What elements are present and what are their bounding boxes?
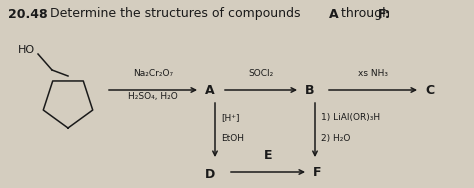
Text: [H⁺]: [H⁺] <box>221 113 239 122</box>
Text: E: E <box>264 149 272 162</box>
Text: Determine the structures of compounds: Determine the structures of compounds <box>50 8 304 20</box>
Text: A: A <box>205 83 215 96</box>
Text: H₂SO₄, H₂O: H₂SO₄, H₂O <box>128 92 178 101</box>
Text: 20.48: 20.48 <box>8 8 47 20</box>
Text: 1) LiAl(OR)₃H: 1) LiAl(OR)₃H <box>321 113 380 122</box>
Text: C: C <box>425 83 434 96</box>
Text: through: through <box>337 8 394 20</box>
Text: D: D <box>205 168 215 181</box>
Text: xs NH₃: xs NH₃ <box>358 69 388 78</box>
Text: F:: F: <box>378 8 391 20</box>
Text: HO: HO <box>18 45 35 55</box>
Text: 2) H₂O: 2) H₂O <box>321 134 350 143</box>
Text: EtOH: EtOH <box>221 134 244 143</box>
Text: SOCl₂: SOCl₂ <box>248 69 273 78</box>
Text: B: B <box>305 83 315 96</box>
Text: F: F <box>313 165 321 178</box>
Text: Na₂Cr₂O₇: Na₂Cr₂O₇ <box>133 69 173 78</box>
Text: A: A <box>329 8 338 20</box>
